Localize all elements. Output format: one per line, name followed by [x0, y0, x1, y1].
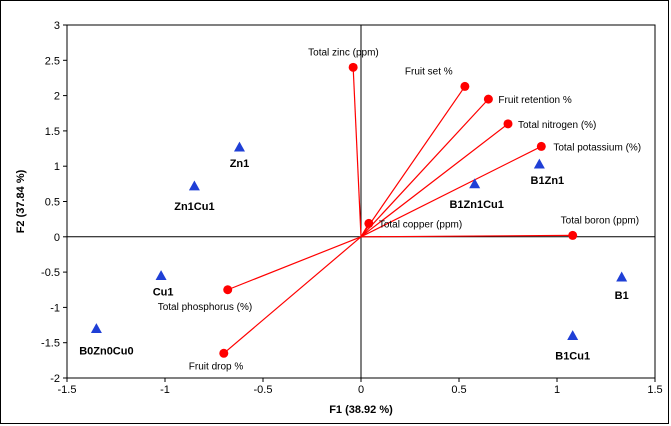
variable-label: Total copper (ppm)	[379, 219, 462, 230]
observation-label: B1	[615, 290, 629, 302]
x-tick-label: 1	[554, 384, 560, 396]
observation-label: B1Cu1	[555, 351, 590, 363]
variable-label: Fruit drop %	[189, 361, 244, 372]
y-tick-label: 0.5	[45, 197, 60, 209]
variable-point	[348, 62, 358, 72]
variable-point	[223, 285, 233, 295]
observation-marker	[469, 178, 481, 189]
variable-point	[364, 218, 374, 228]
observation-label: B1Zn1Cu1	[449, 199, 503, 211]
y-tick-label: 2.5	[45, 55, 60, 67]
observation-marker	[90, 323, 102, 333]
variable-label: Total potassium (%)	[553, 142, 641, 153]
observation-label: B1Zn1	[531, 175, 565, 187]
variable-vector	[223, 236, 362, 354]
observation-marker	[155, 270, 167, 281]
variable-vector	[360, 98, 489, 238]
variable-label: Fruit retention %	[498, 95, 571, 106]
observation-marker	[233, 141, 245, 152]
variable-point	[483, 94, 493, 104]
observation-marker	[567, 330, 579, 341]
variable-label: Total zinc (ppm)	[308, 47, 379, 58]
y-tick-label: -1.5	[41, 338, 60, 350]
variable-vector	[352, 67, 362, 237]
y-tick-label: -2	[50, 373, 60, 385]
variable-vector	[360, 145, 542, 238]
variable-point	[568, 230, 578, 240]
variable-point	[460, 81, 470, 91]
y-axis-title: F2 (37.84 %)	[15, 169, 27, 233]
observation-marker	[533, 158, 545, 169]
x-tick-label: 1.5	[647, 384, 662, 396]
y-tick-label: 0	[54, 232, 60, 244]
variable-point	[503, 119, 513, 129]
y-tick-label: 1	[54, 161, 60, 173]
observation-marker	[616, 271, 628, 282]
variable-label: Total boron (ppm)	[561, 215, 639, 226]
x-tick-label: -1	[160, 384, 170, 396]
variable-point	[536, 141, 546, 151]
y-tick-label: 2	[54, 91, 60, 103]
x-tick-label: 0.5	[451, 384, 466, 396]
x-tick-label: -1.5	[58, 384, 77, 396]
x-axis-title: F1 (38.92 %)	[329, 404, 393, 416]
observation-label: Zn1	[230, 158, 250, 170]
variable-vector	[360, 123, 509, 238]
variable-vector	[227, 236, 362, 291]
variable-vector	[360, 234, 573, 238]
variable-label: Total nitrogen (%)	[518, 120, 596, 131]
x-tick-label: 0	[358, 384, 364, 396]
observation-marker	[188, 180, 200, 191]
variable-vector	[360, 86, 466, 238]
y-tick-label: -1	[50, 302, 60, 314]
variable-label: Total phosphorus (%)	[158, 302, 253, 313]
y-tick-label: 3	[54, 20, 60, 32]
variable-label: Fruit set %	[405, 66, 453, 77]
x-tick-label: -0.5	[254, 384, 273, 396]
y-tick-label: -0.5	[41, 267, 60, 279]
observation-label: Cu1	[153, 287, 174, 299]
observation-label: Zn1Cu1	[174, 201, 214, 213]
observation-label: B0Zn0Cu0	[79, 346, 133, 358]
y-tick-label: 1.5	[45, 126, 60, 138]
variable-point	[219, 348, 229, 358]
